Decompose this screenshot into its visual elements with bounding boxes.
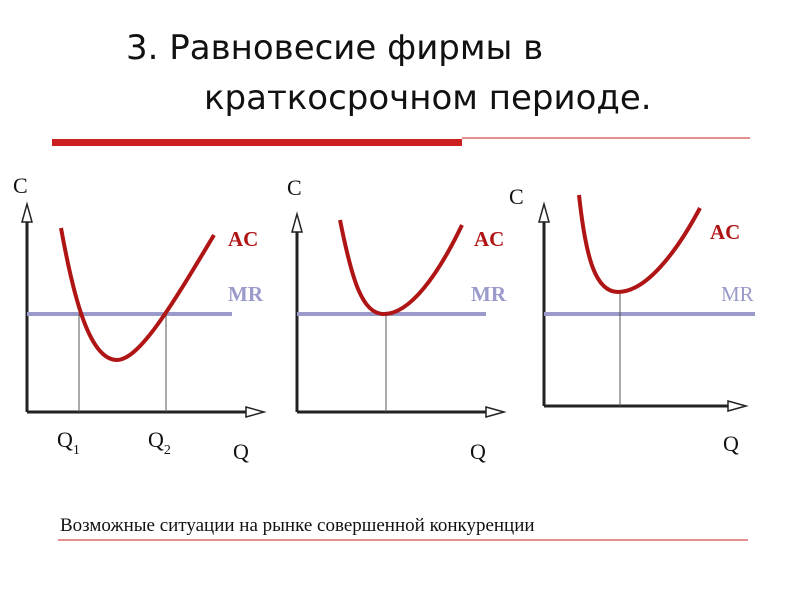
caption: Возможные ситуации на рынке совершенной … [60,515,535,536]
graph-1-x-axis-label: Q [233,439,249,464]
graph-2: C AC MR Q [287,175,507,464]
graph-2-mr-label: MR [471,282,507,306]
graph-3-x-arrow-icon [727,400,749,412]
graph-2-x-arrow-icon [485,406,507,418]
graph-1-q2-label: Q2 [148,427,171,458]
graph-3-ac-curve [577,194,702,295]
graph-2-x-axis-label: Q [470,439,486,464]
graph-2-y-arrow-icon [291,211,303,233]
graph-1: C AC MR Q1 Q2 Q [13,173,267,464]
graph-3-y-arrow-icon [538,201,550,223]
graph-2-ac-label: AC [474,227,504,251]
graph-1-ac-curve [59,227,216,363]
graph-1-q1-label: Q1 [57,427,80,458]
title-line-2: краткосрочном периоде. [204,78,652,118]
graph-1-y-arrow-icon [21,201,33,223]
graph-1-ac-label: AC [228,227,258,251]
graph-1-y-axis-label: C [13,173,28,198]
graph-1-x-arrow-icon [245,406,267,418]
graph-2-ac-curve [338,219,464,317]
graph-3-ac-label: AC [710,220,740,244]
graph-2-y-axis-label: C [287,175,302,200]
graph-3: C AC MR Q [509,184,755,456]
graph-3-x-axis-label: Q [723,431,739,456]
graph-3-mr-label: MR [721,282,754,306]
title-line-1: 3. Равновесие фирмы в [126,28,544,68]
graph-3-y-axis-label: C [509,184,524,209]
title-rule-thick [52,139,462,146]
graph-1-mr-label: MR [228,282,264,306]
